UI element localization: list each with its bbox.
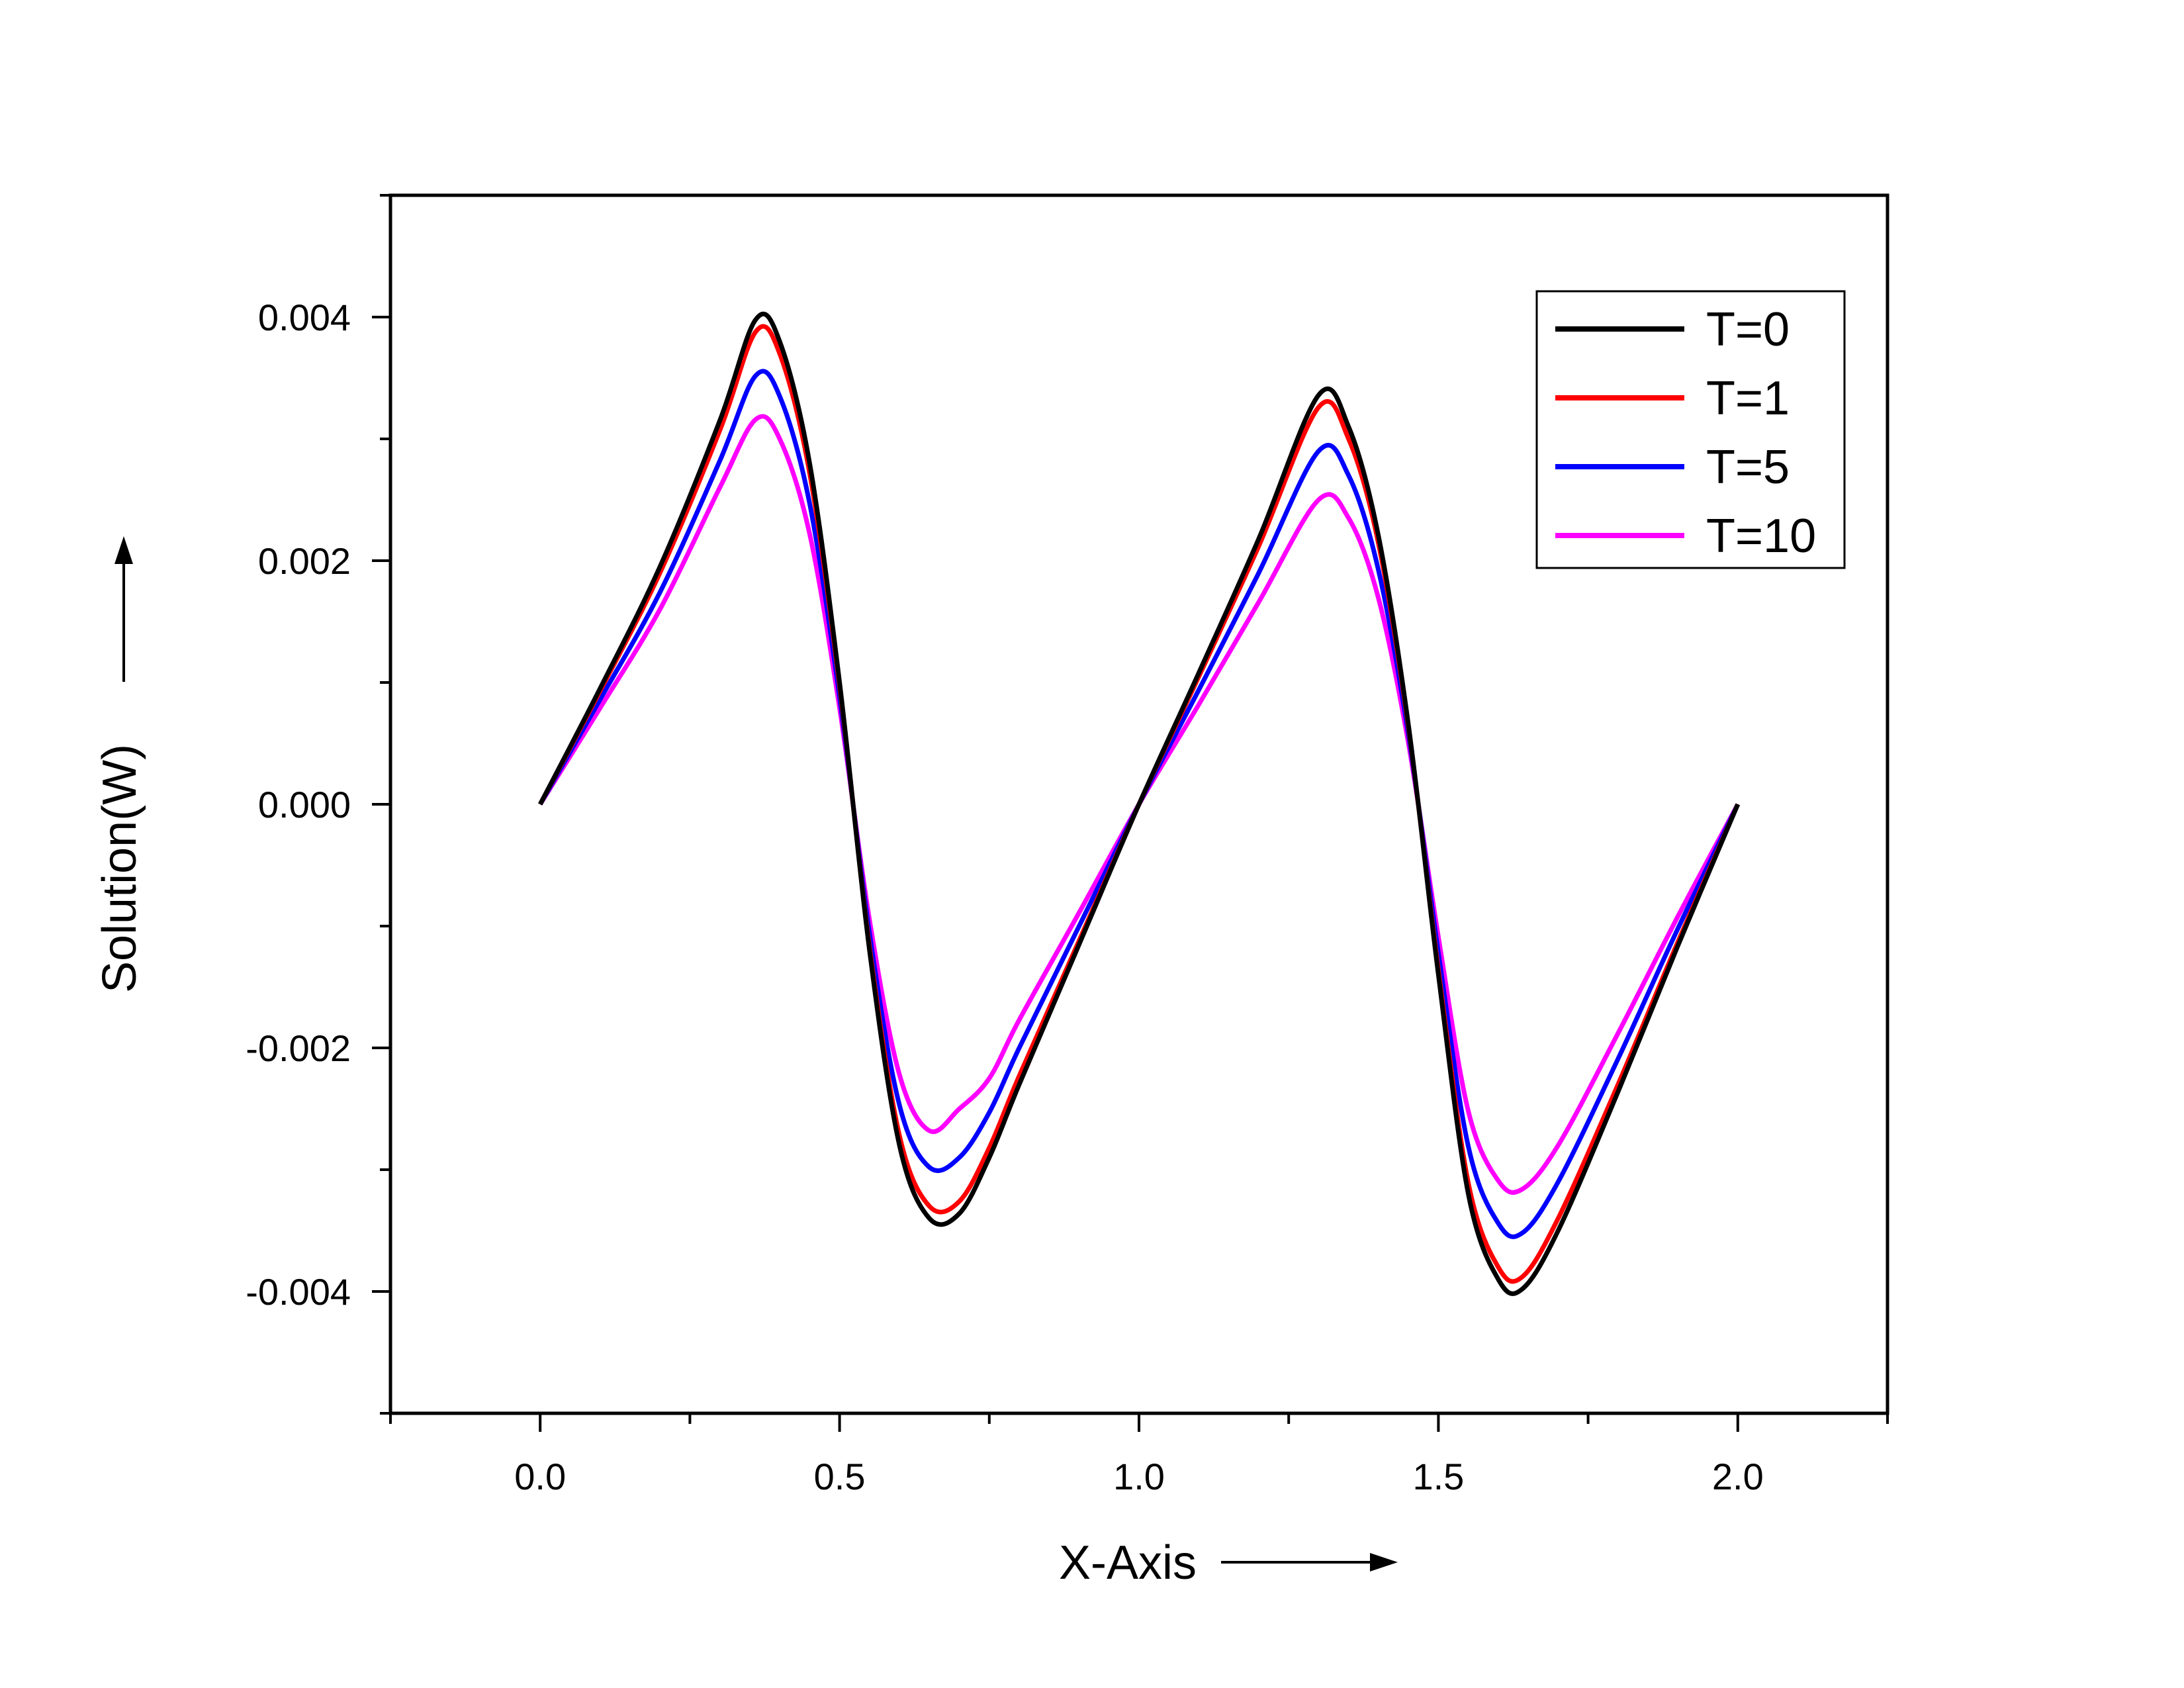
x-axis-label: X-Axis	[1059, 1536, 1197, 1589]
y-tick-label: 0.000	[258, 784, 351, 825]
legend-label: T=1	[1706, 372, 1790, 425]
y-axis-arrow-head	[114, 536, 133, 564]
y-tick-label: -0.002	[246, 1027, 351, 1069]
y-tick-label: 0.004	[258, 297, 351, 338]
y-axis-ticks: 0.004 0.002 0.000 -0.002 -0.004	[246, 297, 390, 1313]
y-axis-label: Solution(W)	[93, 744, 146, 993]
y-tick-label: 0.002	[258, 540, 351, 582]
x-tick-label: 2.0	[1712, 1456, 1764, 1497]
legend-label: T=5	[1706, 441, 1790, 494]
legend-box	[1535, 290, 1846, 569]
minor-ticks	[380, 194, 1889, 1424]
series-line-T=0	[538, 311, 1741, 1296]
x-tick-label: 1.0	[1113, 1456, 1165, 1497]
x-tick-label: 1.5	[1412, 1456, 1464, 1497]
x-axis-label-group: X-Axis	[1059, 1536, 1398, 1589]
legend-label: T=10	[1706, 510, 1816, 563]
plot-area: 0.0 0.5 1.0 1.5 2.0 0.004 0.002 0.000 -0.002 -0.…	[246, 193, 1889, 1497]
legend-label: T=0	[1706, 303, 1790, 356]
y-axis-label-group: Solution(W)	[93, 536, 146, 993]
x-tick-label: 0.0	[514, 1456, 566, 1497]
y-tick-label: -0.004	[246, 1271, 351, 1313]
series-layer	[538, 311, 1741, 1296]
x-tick-label: 0.5	[814, 1456, 866, 1497]
legend: T=0 T=1 T=5 T=10	[1535, 290, 1846, 569]
x-axis-arrow-head	[1370, 1553, 1398, 1571]
x-axis-ticks: 0.0 0.5 1.0 1.5 2.0	[514, 1413, 1764, 1497]
